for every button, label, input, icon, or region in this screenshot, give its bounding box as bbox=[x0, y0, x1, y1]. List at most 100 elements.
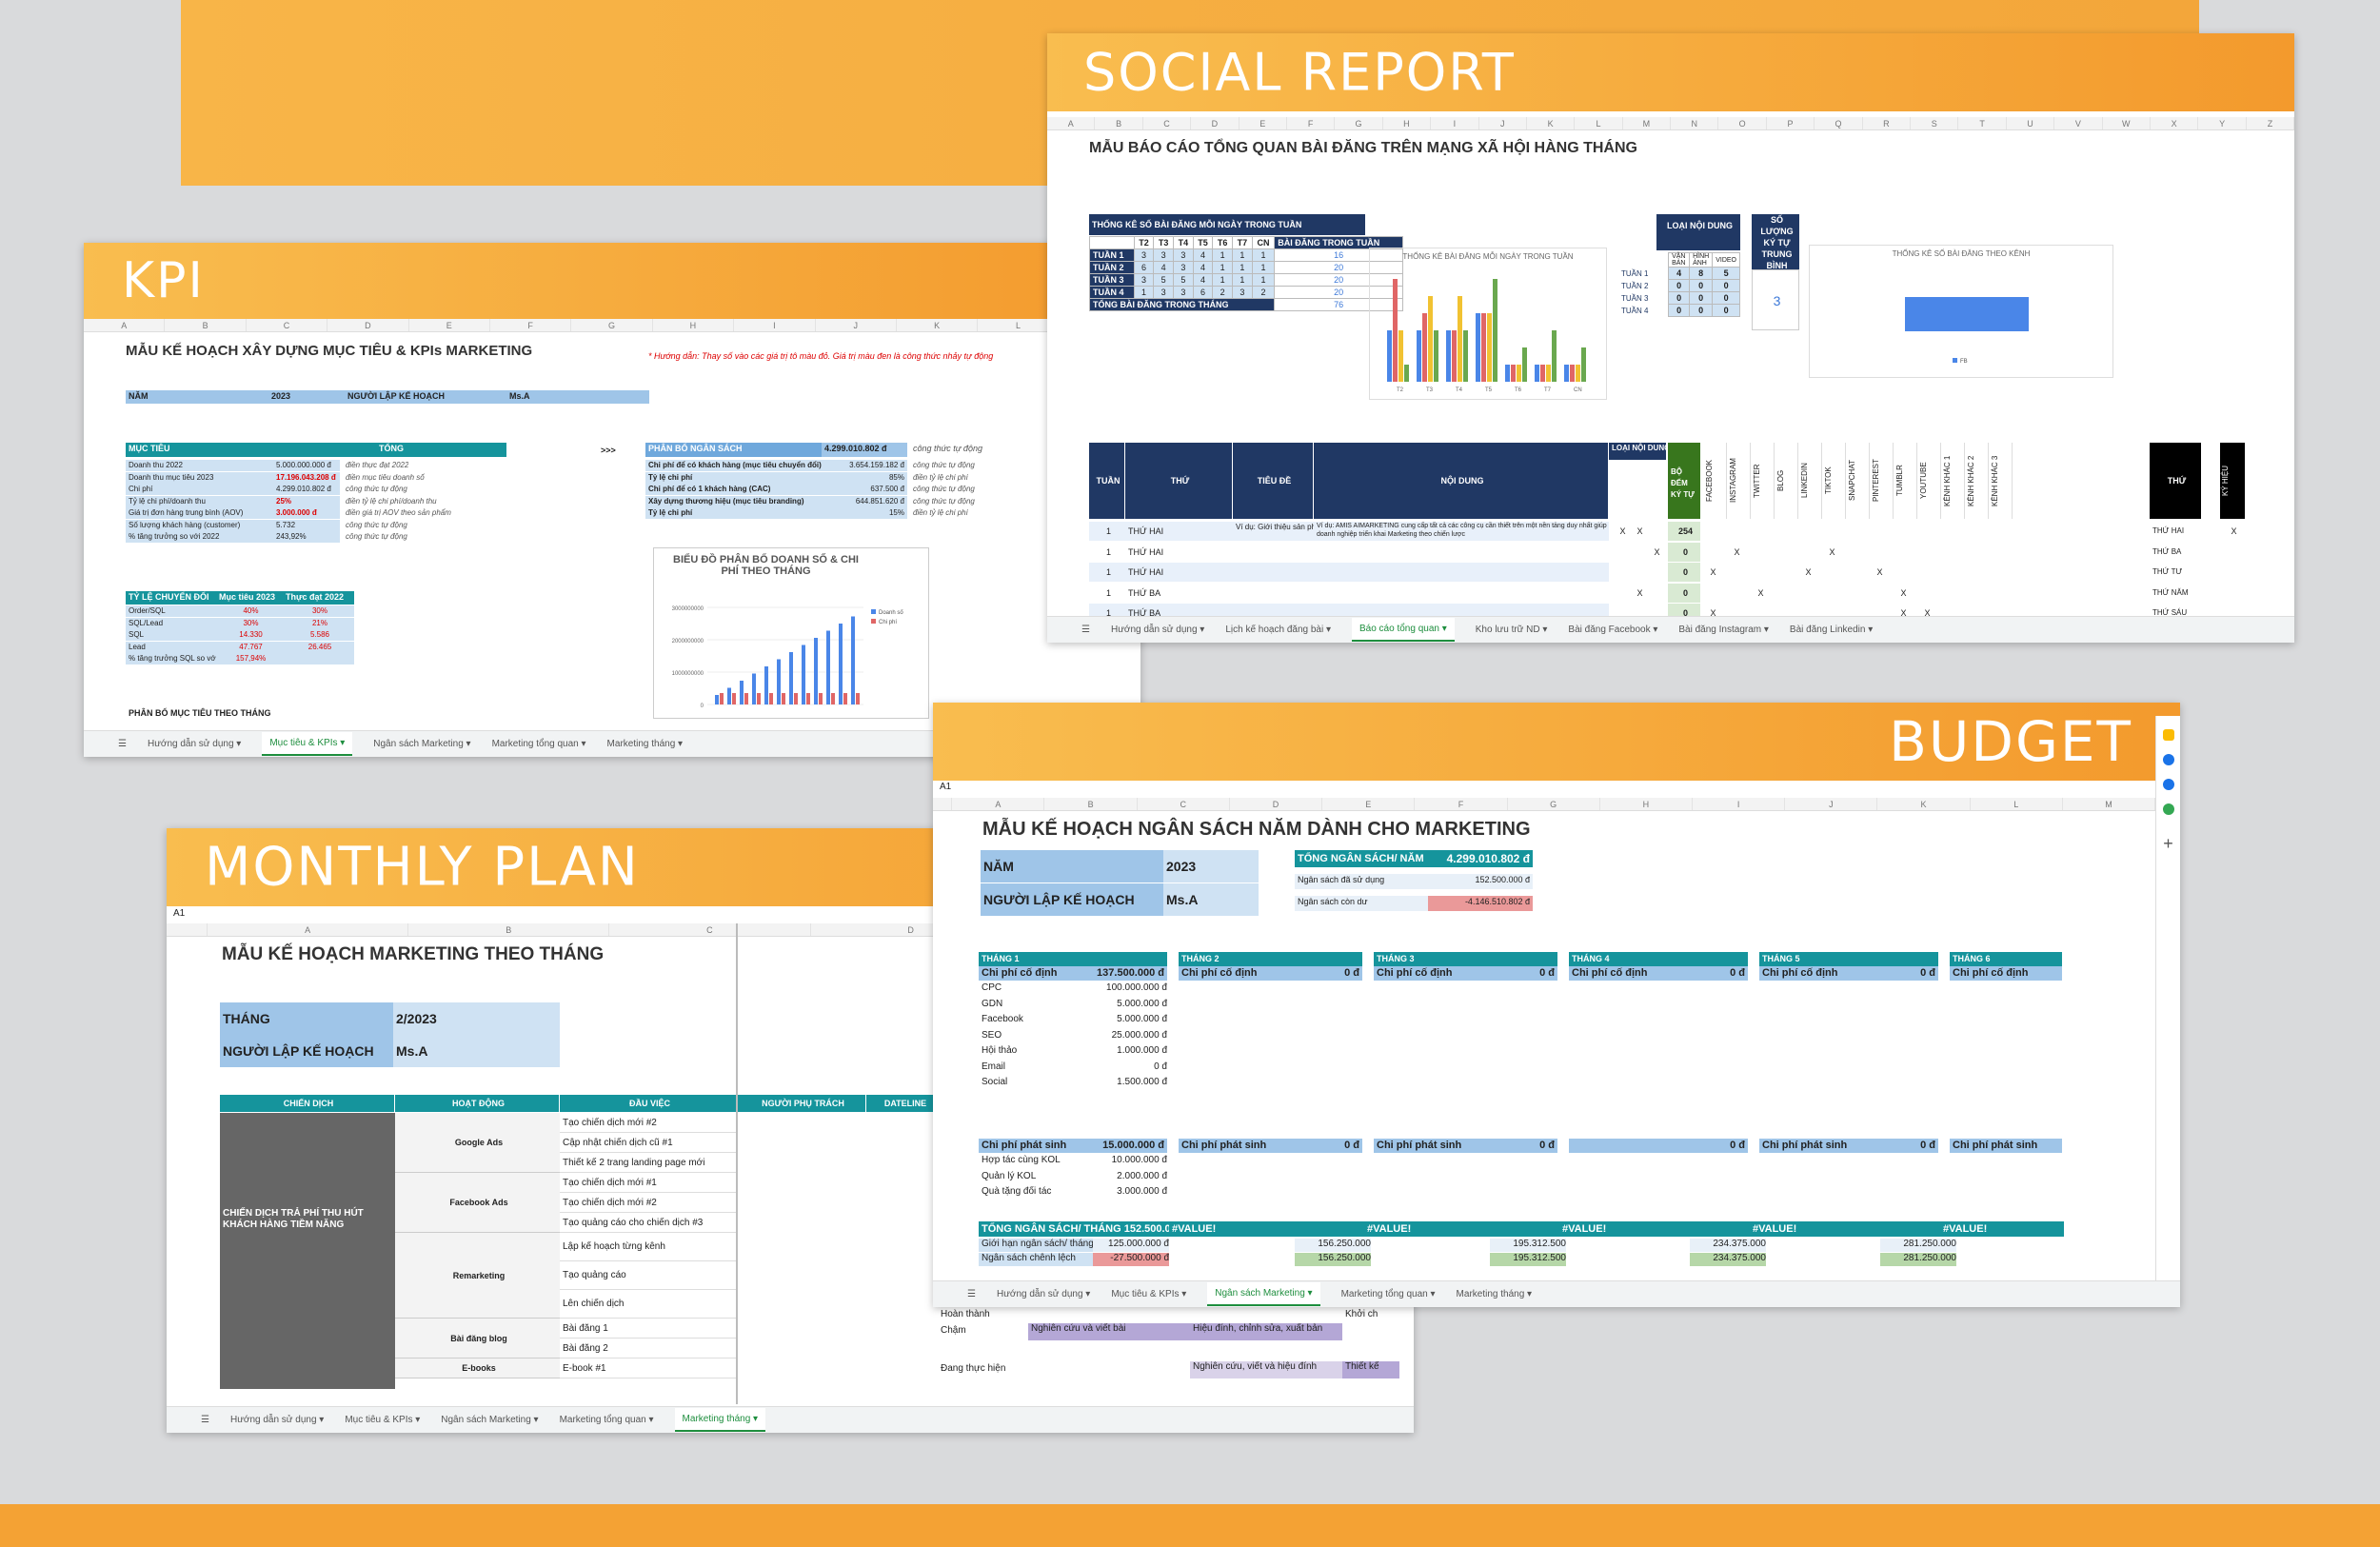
channel-mark[interactable]: X bbox=[1734, 546, 1740, 557]
sheet-tab[interactable]: Bài đăng Facebook ▾ bbox=[1568, 625, 1658, 635]
week-cell[interactable]: 1 bbox=[1089, 563, 1125, 582]
add-addon-icon[interactable]: + bbox=[2163, 834, 2173, 853]
content-cell[interactable] bbox=[1314, 583, 1609, 603]
week-cell[interactable]: 3 bbox=[1232, 286, 1253, 299]
channel-mark[interactable]: X bbox=[1710, 608, 1716, 618]
task-cell[interactable]: Thiết kế 2 trang landing page mới bbox=[560, 1153, 738, 1173]
week-cell[interactable]: 4 bbox=[1192, 273, 1214, 287]
week-cell[interactable]: 1 bbox=[1232, 273, 1253, 287]
sheet-tab[interactable]: Marketing tháng ▾ bbox=[606, 739, 684, 749]
week-cell[interactable]: 1 bbox=[1212, 261, 1234, 274]
sheet-tab[interactable]: Hướng dẫn sử dụng ▾ bbox=[996, 1289, 1091, 1299]
week-cell[interactable]: 1 bbox=[1133, 286, 1155, 299]
sheet-tab[interactable]: Marketing tổng quan ▾ bbox=[1340, 1289, 1436, 1299]
conversion-target[interactable]: 47.767 bbox=[216, 641, 283, 653]
week-cell[interactable]: 3 bbox=[1173, 286, 1194, 299]
conversion-target[interactable]: 40% bbox=[216, 605, 283, 617]
goal-value[interactable]: 17.196.043.208 đ bbox=[273, 471, 340, 484]
add-sheet-icon[interactable]: ☰ bbox=[118, 739, 127, 749]
week-cell[interactable]: 3 bbox=[1133, 273, 1155, 287]
day-cell[interactable]: THỨ HAI bbox=[1125, 522, 1233, 541]
goal-value[interactable]: 4.299.010.802 đ bbox=[273, 484, 340, 495]
allocation-amount[interactable]: 3.654.159.182 đ bbox=[822, 460, 907, 471]
planner-value[interactable]: Ms.A bbox=[506, 390, 649, 404]
sheet-tab[interactable]: Hướng dẫn sử dụng ▾ bbox=[1110, 625, 1205, 635]
conversion-actual[interactable]: 21% bbox=[283, 617, 354, 629]
sheet-tab[interactable]: Bài đăng Instagram ▾ bbox=[1678, 625, 1769, 635]
task-cell[interactable]: E-book #1 bbox=[560, 1359, 738, 1378]
cell-ref[interactable]: A1 bbox=[173, 908, 186, 919]
sheet-tab[interactable]: Mục tiêu & KPIs ▾ bbox=[345, 1415, 421, 1425]
task-cell[interactable]: Bài đăng 2 bbox=[560, 1339, 738, 1359]
week-cell[interactable]: 3 bbox=[1133, 248, 1155, 262]
sheet-tab[interactable]: Mục tiêu & KPIs ▾ bbox=[262, 732, 353, 756]
sheet-tab[interactable]: Mục tiêu & KPIs ▾ bbox=[1111, 1289, 1187, 1299]
channel-mark[interactable]: X bbox=[1900, 587, 1907, 598]
goal-value[interactable]: 5.732 bbox=[273, 519, 340, 531]
week-cell[interactable]: 6 bbox=[1192, 286, 1214, 299]
title-cell[interactable] bbox=[1233, 583, 1314, 603]
year-value[interactable]: 2023 bbox=[268, 390, 345, 404]
variable-item-value[interactable]: 2.000.000 đ bbox=[1117, 1170, 1167, 1181]
week-cell[interactable]: 1 bbox=[1251, 261, 1276, 274]
week-cell[interactable]: 5 bbox=[1173, 273, 1194, 287]
fixed-item-value[interactable]: 1.000.000 đ bbox=[1117, 1045, 1167, 1056]
channel-mark[interactable]: X bbox=[1654, 546, 1660, 557]
goal-value[interactable]: 5.000.000.000 đ bbox=[273, 460, 340, 471]
sheet-tab[interactable]: Lịch kế hoạch đăng bài ▾ bbox=[1225, 625, 1331, 635]
allocation-amount[interactable]: 15% bbox=[822, 507, 907, 519]
keep-icon[interactable] bbox=[2162, 729, 2174, 741]
sheet-tab[interactable]: Marketing tháng ▾ bbox=[674, 1408, 766, 1432]
channel-mark[interactable]: X bbox=[1636, 526, 1643, 536]
fixed-item-value[interactable]: 100.000.000 đ bbox=[1106, 982, 1167, 993]
fixed-item-value[interactable]: 5.000.000 đ bbox=[1117, 998, 1167, 1009]
title-cell[interactable]: Ví dụ: Giới thiệu sản phẩm bbox=[1233, 522, 1314, 541]
sheet-tab[interactable]: Marketing tổng quan ▾ bbox=[559, 1415, 654, 1425]
tasks-icon[interactable] bbox=[2162, 754, 2174, 765]
goal-value[interactable]: 25% bbox=[273, 495, 340, 507]
sheet-tab[interactable]: Marketing tháng ▾ bbox=[1456, 1289, 1533, 1299]
channel-mark[interactable]: X bbox=[1924, 608, 1931, 618]
week-cell[interactable]: 3 bbox=[1173, 248, 1194, 262]
sheet-tab[interactable]: Báo cáo tổng quan ▾ bbox=[1351, 618, 1455, 642]
week-cell[interactable]: 1 bbox=[1089, 522, 1125, 541]
conversion-target[interactable]: 157,94% bbox=[216, 653, 283, 664]
week-cell[interactable]: 1 bbox=[1212, 273, 1234, 287]
day-cell[interactable]: THỨ HAI bbox=[1125, 563, 1233, 582]
week-cell[interactable]: 1 bbox=[1089, 542, 1125, 562]
allocation-amount[interactable]: 85% bbox=[822, 471, 907, 484]
goal-value[interactable]: 3.000.000 đ bbox=[273, 507, 340, 519]
week-cell[interactable]: 5 bbox=[1153, 273, 1174, 287]
variable-item-value[interactable]: 10.000.000 đ bbox=[1111, 1155, 1167, 1165]
contacts-icon[interactable] bbox=[2162, 779, 2174, 790]
conversion-actual[interactable]: 26.465 bbox=[283, 641, 354, 653]
week-cell[interactable]: 1 bbox=[1251, 248, 1276, 262]
activity-cell[interactable]: Bài đăng blog bbox=[395, 1319, 560, 1359]
week-cell[interactable]: 1 bbox=[1089, 583, 1125, 603]
title-cell[interactable] bbox=[1233, 563, 1314, 582]
task-cell[interactable]: Bài đăng 1 bbox=[560, 1319, 738, 1339]
week-cell[interactable]: 1 bbox=[1251, 273, 1276, 287]
day-cell[interactable]: THỨ HAI bbox=[1125, 542, 1233, 562]
task-cell[interactable]: Tạo chiến dịch mới #2 bbox=[560, 1113, 738, 1133]
fixed-item-value[interactable]: 5.000.000 đ bbox=[1117, 1014, 1167, 1024]
sheet-tab[interactable]: Hướng dẫn sử dụng ▾ bbox=[229, 1415, 325, 1425]
fixed-item-value[interactable]: 0 đ bbox=[1154, 1061, 1167, 1072]
activity-cell[interactable]: Facebook Ads bbox=[395, 1173, 560, 1233]
activity-cell[interactable]: E-books bbox=[395, 1359, 560, 1378]
fixed-item-value[interactable]: 25.000.000 đ bbox=[1111, 1029, 1167, 1041]
conversion-target[interactable]: 14.330 bbox=[216, 629, 283, 641]
task-cell[interactable]: Lập kế hoạch từng kênh bbox=[560, 1233, 738, 1261]
channel-mark[interactable]: X bbox=[1619, 526, 1626, 536]
fixed-item-value[interactable]: 1.500.000 đ bbox=[1117, 1077, 1167, 1087]
sheet-tab[interactable]: Marketing tổng quan ▾ bbox=[491, 739, 586, 749]
conversion-target[interactable]: 30% bbox=[216, 617, 283, 629]
channel-mark[interactable]: X bbox=[1900, 608, 1907, 618]
sheet-tab[interactable]: Hướng dẫn sử dụng ▾ bbox=[147, 739, 242, 749]
conversion-actual[interactable]: 30% bbox=[283, 605, 354, 617]
task-cell[interactable]: Tạo quảng cáo cho chiến dịch #3 bbox=[560, 1213, 738, 1233]
month-value[interactable]: 2/2023 bbox=[393, 1002, 560, 1035]
maps-icon[interactable] bbox=[2162, 803, 2174, 815]
week-cell[interactable]: 6 bbox=[1133, 261, 1155, 274]
planner-value[interactable]: Ms.A bbox=[1163, 883, 1259, 916]
